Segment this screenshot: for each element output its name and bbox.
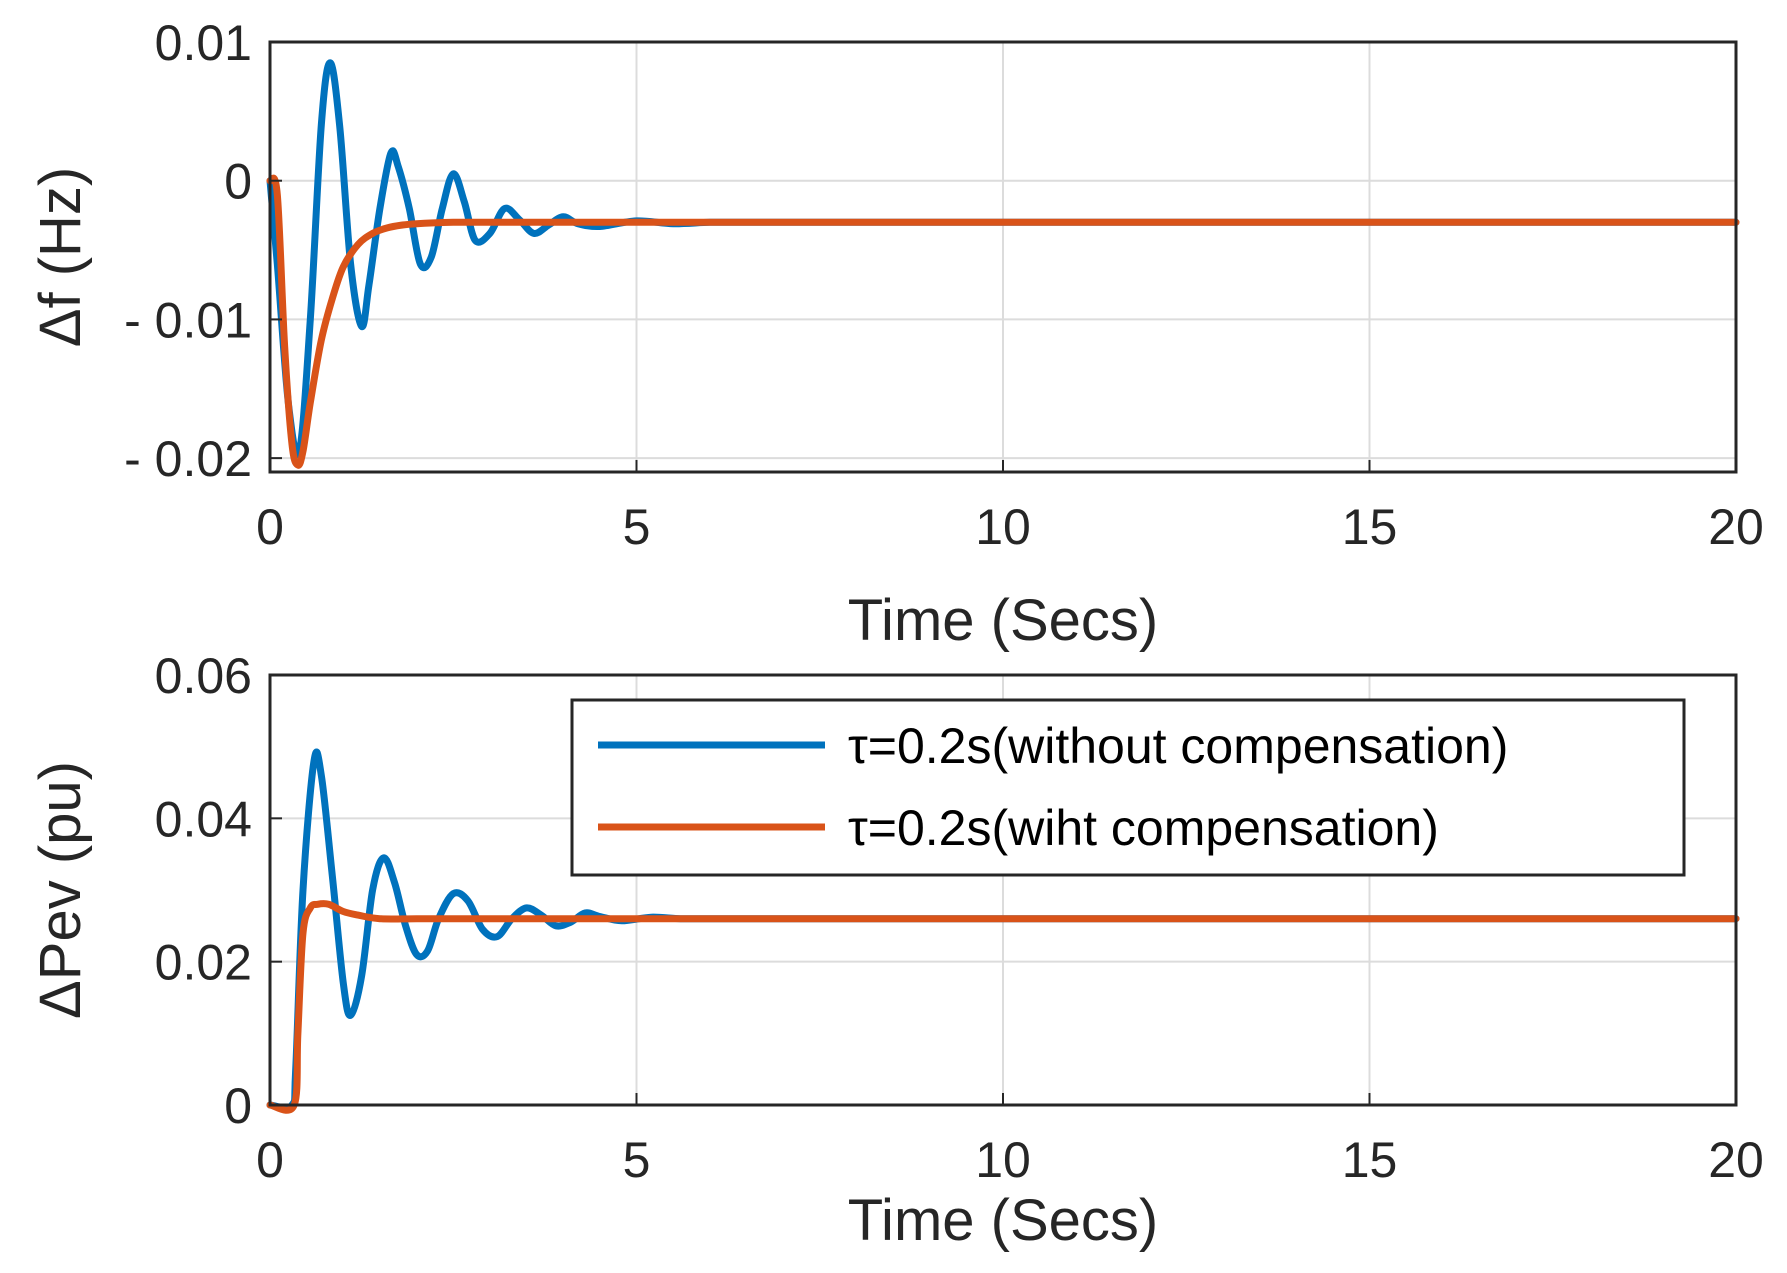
x-tick-label: 15 [1342, 499, 1398, 555]
legend-label-without-compensation: τ=0.2s(without compensation) [848, 718, 1508, 774]
y-axis-label: Δf (Hz) [28, 167, 93, 348]
x-axis-label: Time (Secs) [848, 1188, 1158, 1253]
x-tick-label: 5 [623, 499, 651, 555]
x-tick-label: 0 [256, 1132, 284, 1188]
series-layer [266, 59, 1740, 469]
series-layer [266, 748, 1740, 1114]
x-tick-labels: 0 5 10 15 20 [256, 460, 1764, 555]
x-tick-label: 10 [975, 499, 1031, 555]
y-tick-label: 0.04 [155, 791, 252, 847]
x-tick-label: 20 [1708, 499, 1764, 555]
y-tick-label: 0 [224, 1078, 252, 1134]
grid [270, 42, 1736, 472]
x-axis-label: Time (Secs) [848, 588, 1158, 653]
series-line-with-compensation [266, 174, 1740, 469]
y-tick-label: - 0.02 [124, 431, 252, 487]
x-tick-label: 0 [256, 499, 284, 555]
frequency-deviation-plot: 0.01 0 - 0.01 - 0.02 0 5 10 15 20 Time (Secs) Δ… [28, 15, 1764, 653]
x-tick-label: 20 [1708, 1132, 1764, 1188]
y-tick-labels: 0.06 0.04 0.02 0 [155, 648, 282, 1134]
x-tick-label: 15 [1342, 1132, 1398, 1188]
x-tick-label: 10 [975, 1132, 1031, 1188]
x-tick-label: 5 [623, 1132, 651, 1188]
legend-label-with-compensation: τ=0.2s(wiht compensation) [848, 800, 1439, 856]
legend-box [570, 698, 1686, 877]
x-tick-labels: 0 5 10 15 20 [256, 1093, 1764, 1188]
series-line-with-compensation [266, 900, 1740, 1114]
y-tick-label: 0 [224, 154, 252, 210]
y-tick-label: 0.06 [155, 648, 252, 704]
y-tick-labels: 0.01 0 - 0.01 - 0.02 [124, 15, 282, 487]
y-tick-label: 0.02 [155, 935, 252, 991]
y-tick-label: 0.01 [155, 15, 252, 71]
y-axis-label: ΔPev (pu) [28, 761, 93, 1019]
y-tick-label: - 0.01 [124, 292, 252, 348]
legend: τ=0.2s(without compensation) τ=0.2s(wiht… [570, 698, 1686, 877]
ev-power-deviation-plot: 0.06 0.04 0.02 0 0 5 10 15 20 Time (Secs) ΔPev … [28, 648, 1764, 1253]
